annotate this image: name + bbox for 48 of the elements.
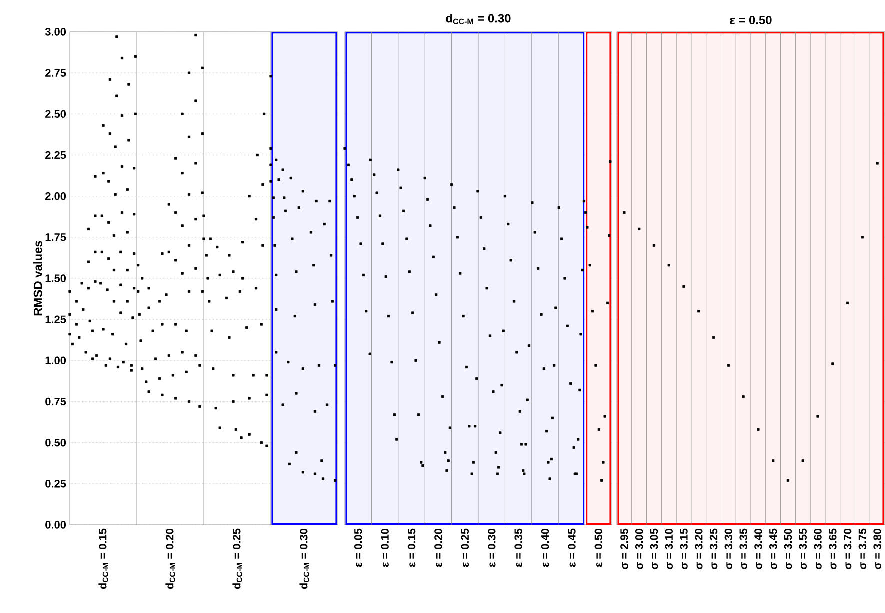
y-tick-label: 2.50 xyxy=(46,110,66,118)
y-tick-label: 0.00 xyxy=(46,521,66,529)
y-tick-label: 3.00 xyxy=(45,28,66,36)
x-tick-label: σ = 3.55 xyxy=(799,528,808,570)
x-tick-label: σ = 3.65 xyxy=(829,528,837,570)
y-tick-label: 2.25 xyxy=(46,151,66,160)
x-tick-label: σ = 3.35 xyxy=(740,528,748,570)
x-tick-label: σ = 3.75 xyxy=(858,528,867,570)
y-tick-label: 1.75 xyxy=(46,234,66,242)
chart-title: ε = 0.50 xyxy=(730,16,772,24)
y-tick-label: 1.25 xyxy=(46,316,66,324)
y-tick-label: 2.75 xyxy=(46,69,66,77)
x-tick-label: ε = 0.45 xyxy=(568,528,576,568)
x-tick-label: ε = 0.25 xyxy=(461,528,470,568)
x-tick-label: ε = 0.35 xyxy=(514,528,522,568)
x-tick-label: σ = 3.25 xyxy=(710,528,718,570)
y-axis-title: RMSD values xyxy=(34,241,42,316)
y-tick-label: 0.25 xyxy=(46,480,66,488)
y-tick-label: 1.50 xyxy=(46,274,66,282)
x-tick-label: σ = 3.20 xyxy=(695,528,703,570)
y-tick-label: 0.75 xyxy=(46,398,66,406)
x-tick-label: σ = 3.60 xyxy=(814,528,822,570)
x-tick-label: ε = 0.20 xyxy=(434,528,442,568)
x-tick-label: ε = 0.40 xyxy=(541,528,550,568)
x-tick-label: σ = 3.70 xyxy=(844,528,852,570)
x-tick-label: d$_{CC-M}$ = 0.20 xyxy=(166,528,176,590)
x-tick-label: σ = 3.00 xyxy=(635,528,644,570)
x-tick-label: σ = 3.10 xyxy=(665,528,674,570)
x-tick-label: ε = 0.15 xyxy=(408,528,416,568)
x-tick-label: d$_{CC-M}$ = 0.30 xyxy=(300,528,310,590)
x-tick-label: σ = 3.80 xyxy=(874,528,882,570)
y-tick-label: 0.50 xyxy=(46,438,66,447)
x-tick-label: σ = 3.40 xyxy=(754,528,762,570)
x-tick-label: ε = 0.30 xyxy=(488,528,496,568)
x-tick-label: σ = 3.30 xyxy=(724,528,733,570)
x-tick-label: σ = 3.05 xyxy=(650,528,658,570)
x-tick-label: d$_{CC-M}$ = 0.15 xyxy=(98,528,108,590)
x-tick-label: σ = 3.45 xyxy=(769,528,778,570)
y-tick-label: 1.00 xyxy=(46,356,66,365)
x-tick-label: ε = 0.05 xyxy=(354,528,362,568)
x-tick-label: σ = 2.95 xyxy=(620,528,628,570)
x-tick-label: ε = 0.10 xyxy=(381,528,389,568)
x-tick-label: σ = 3.15 xyxy=(680,528,688,570)
x-tick-label: σ = 3.50 xyxy=(784,528,792,570)
x-tick-label: d$_{CC-M}$ = 0.25 xyxy=(232,528,242,590)
chart-title: d$_{CC-M}$ = 0.30 xyxy=(446,14,511,24)
x-tick-label: ε = 0.50 xyxy=(594,528,603,568)
y-tick-label: 2.00 xyxy=(46,192,66,200)
